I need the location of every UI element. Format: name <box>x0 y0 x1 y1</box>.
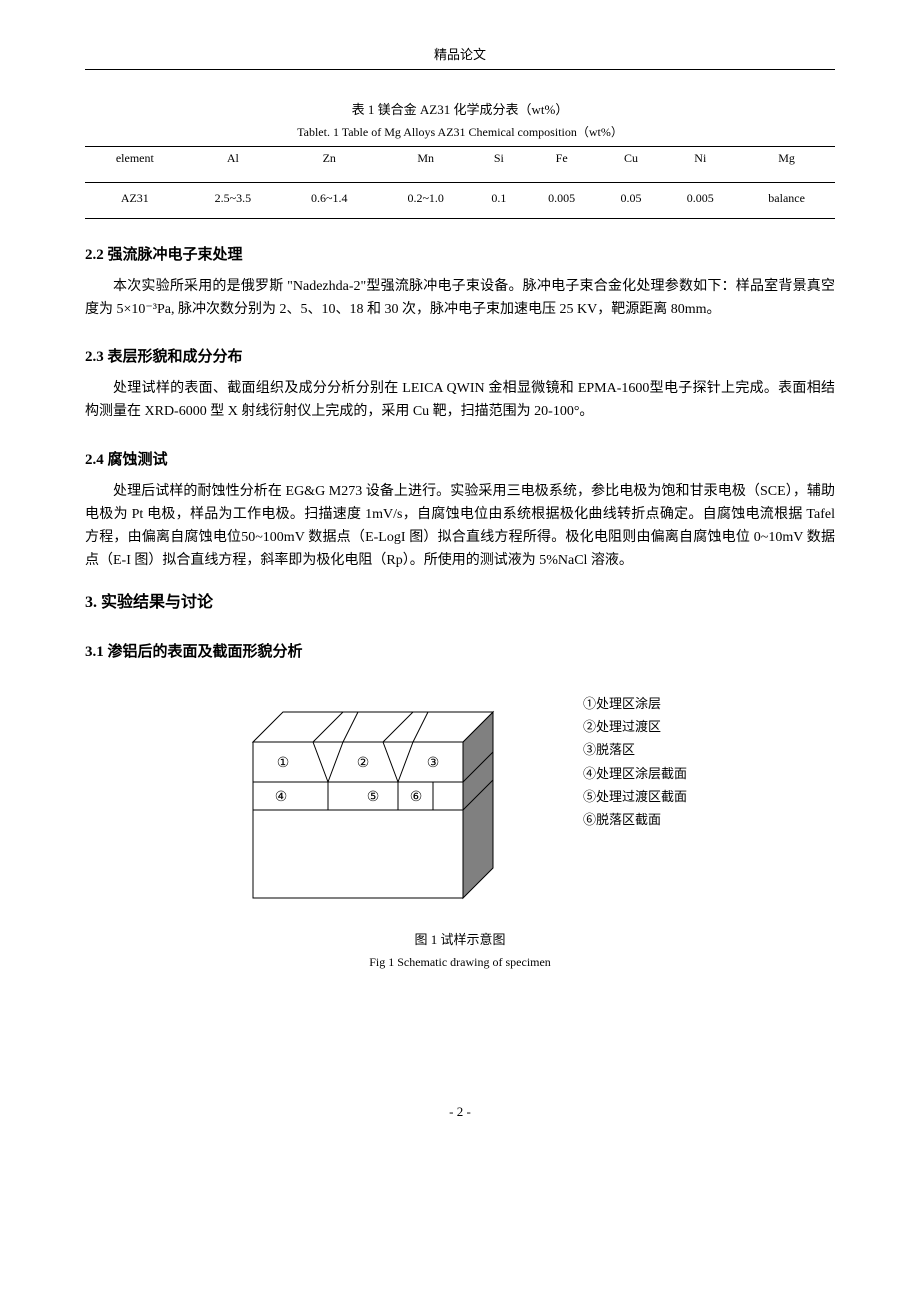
table-header-cell: Mg <box>738 146 835 182</box>
table-cell: AZ31 <box>85 182 185 218</box>
region-label-2: ② <box>357 756 370 771</box>
section-3-heading: 3. 实验结果与讨论 <box>85 590 835 616</box>
legend-item: ⑤处理过渡区截面 <box>583 785 687 808</box>
section-2-3-heading: 2.3 表层形貌和成分分布 <box>85 345 835 369</box>
table-header-cell: Al <box>185 146 281 182</box>
legend-item: ①处理区涂层 <box>583 692 687 715</box>
table-cell: 0.005 <box>524 182 600 218</box>
table-1-block: 表 1 镁合金 AZ31 化学成分表（wt%） Tablet. 1 Table … <box>85 100 835 219</box>
page-number: - 2 - <box>449 1104 471 1119</box>
legend-item: ⑥脱落区截面 <box>583 808 687 831</box>
table-cell: 0.1 <box>474 182 524 218</box>
figure-1-diagram: ① ② ③ ④ ⑤ ⑥ <box>233 682 533 920</box>
table-row: AZ31 2.5~3.5 0.6~1.4 0.2~1.0 0.1 0.005 0… <box>85 182 835 218</box>
figure-1-caption-en: Fig 1 Schematic drawing of specimen <box>85 953 835 972</box>
table-1-caption-cn: 表 1 镁合金 AZ31 化学成分表（wt%） <box>85 100 835 121</box>
specimen-diagram-svg: ① ② ③ ④ ⑤ ⑥ <box>233 682 533 912</box>
table-cell: 2.5~3.5 <box>185 182 281 218</box>
table-header-cell: Fe <box>524 146 600 182</box>
section-2-2-heading: 2.2 强流脉冲电子束处理 <box>85 243 835 267</box>
section-2-2-para: 本次实验所采用的是俄罗斯 "Nadezhda-2"型强流脉冲电子束设备。脉冲电子… <box>85 275 835 321</box>
table-header-cell: Ni <box>662 146 738 182</box>
table-header-cell: element <box>85 146 185 182</box>
legend-item: ③脱落区 <box>583 738 687 761</box>
table-cell: 0.2~1.0 <box>377 182 473 218</box>
page-footer: - 2 - <box>85 1102 835 1123</box>
region-label-3: ③ <box>427 756 440 771</box>
figure-1-legend: ①处理区涂层 ②处理过渡区 ③脱落区 ④处理区涂层截面 ⑤处理过渡区截面 ⑥脱落… <box>583 682 687 832</box>
figure-1-caption-cn: 图 1 试样示意图 <box>85 930 835 951</box>
region-label-1: ① <box>277 756 290 771</box>
region-label-6: ⑥ <box>410 790 423 805</box>
table-1-caption-en: Tablet. 1 Table of Mg Alloys AZ31 Chemic… <box>85 123 835 142</box>
section-2-4-para: 处理后试样的耐蚀性分析在 EG&G M273 设备上进行。实验采用三电极系统，参… <box>85 480 835 572</box>
table-header-cell: Si <box>474 146 524 182</box>
section-3-1-heading: 3.1 渗铝后的表面及截面形貌分析 <box>85 640 835 664</box>
figure-1-container: ① ② ③ ④ ⑤ ⑥ ①处理区涂层 ②处理过渡区 ③脱落区 ④处理区涂层截面 … <box>85 682 835 920</box>
section-2-3-para: 处理试样的表面、截面组织及成分分析分别在 LEICA QWIN 金相显微镜和 E… <box>85 377 835 423</box>
composition-table: element Al Zn Mn Si Fe Cu Ni Mg AZ31 2.5… <box>85 146 835 219</box>
table-header-cell: Mn <box>377 146 473 182</box>
table-cell: balance <box>738 182 835 218</box>
legend-item: ④处理区涂层截面 <box>583 762 687 785</box>
table-header-cell: Cu <box>600 146 663 182</box>
table-cell: 0.6~1.4 <box>281 182 377 218</box>
table-header-row: element Al Zn Mn Si Fe Cu Ni Mg <box>85 146 835 182</box>
table-cell: 0.005 <box>662 182 738 218</box>
region-label-4: ④ <box>275 790 288 805</box>
region-label-5: ⑤ <box>367 790 380 805</box>
table-header-cell: Zn <box>281 146 377 182</box>
legend-item: ②处理过渡区 <box>583 715 687 738</box>
table-cell: 0.05 <box>600 182 663 218</box>
section-2-4-heading: 2.4 腐蚀测试 <box>85 448 835 472</box>
page-header: 精品论文 <box>85 45 835 70</box>
header-title: 精品论文 <box>434 47 486 62</box>
top-face <box>253 712 493 742</box>
